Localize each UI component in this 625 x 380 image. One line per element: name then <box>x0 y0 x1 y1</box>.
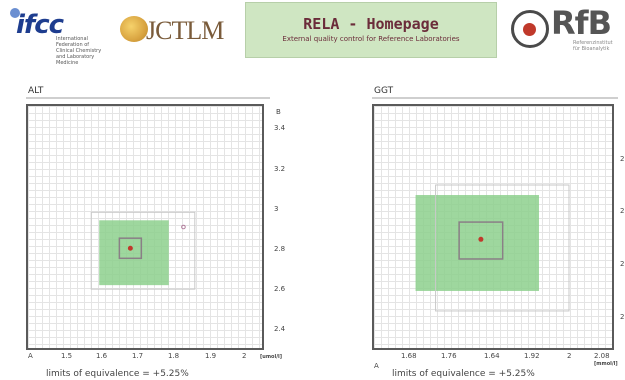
rela-title: RELA - Homepage <box>303 15 439 33</box>
alt-title-divider <box>26 97 270 99</box>
alt-x-tick: 1.8 <box>168 352 180 360</box>
jctlm-logo[interactable]: JCTLM <box>118 6 233 54</box>
jctlm-wordmark: JCTLM <box>146 16 224 45</box>
ggt-y-tick: 2 <box>620 207 625 215</box>
ggt-y-tick: 2 <box>620 313 625 321</box>
ifcc-logo[interactable]: ifcc International Federation of Clinica… <box>8 6 108 66</box>
ggt-x-tick: 2.08 <box>594 352 610 360</box>
header-banner: ifcc International Federation of Clinica… <box>0 0 625 66</box>
rfb-subtitle: Referenzinstitut für Bioanalytik <box>573 40 613 52</box>
ifcc-subtitle: International Federation of Clinical Che… <box>56 36 102 66</box>
alt-y-axis-label: B <box>276 108 281 116</box>
alt-inner-box <box>118 237 143 260</box>
ggt-chart-svg <box>415 184 570 312</box>
ggt-x-tick: 1.68 <box>401 352 417 360</box>
ggt-title-divider <box>372 97 618 99</box>
ggt-x-axis-label: A <box>374 362 379 370</box>
alt-y-tick: 2.6 <box>274 285 286 293</box>
alt-y-tick: 3 <box>274 205 279 213</box>
alt-x-tick: 1.9 <box>205 352 217 360</box>
alt-x-unit: [umol/l] <box>260 354 283 360</box>
rfb-dot-icon <box>523 23 536 36</box>
alt-outlier-marker <box>181 224 186 230</box>
alt-y-tick: 2.4 <box>274 325 286 333</box>
ggt-y-tick: 2 <box>620 260 625 268</box>
ggt-x-tick: 1.76 <box>441 352 457 360</box>
ifcc-wordmark: ifcc <box>16 10 64 40</box>
ggt-equivalence-region <box>415 195 539 291</box>
ggt-panel-title: GGT <box>374 86 394 96</box>
alt-x-axis-label: A <box>28 352 33 360</box>
ggt-target-point <box>478 236 484 242</box>
ggt-x-tick: 2 <box>567 352 572 360</box>
ggt-x-tick: 1.92 <box>524 352 540 360</box>
alt-outer-limit-box <box>90 211 196 290</box>
ggt-inner-box <box>458 221 504 260</box>
alt-y-tick: 3.4 <box>274 124 286 132</box>
alt-panel-title: ALT <box>28 86 44 96</box>
alt-x-tick: 1.7 <box>132 352 144 360</box>
rela-home-link[interactable]: RELA - Homepage External quality control… <box>245 2 497 58</box>
alt-target-point <box>127 245 133 251</box>
rfb-ring-icon <box>511 10 549 48</box>
alt-limits-of-equivalence: limits of equivalence = +5.25% <box>46 369 189 379</box>
ggt-outer-limit-box <box>435 184 570 312</box>
ggt-limits-of-equivalence: limits of equivalence = +5.25% <box>392 369 535 379</box>
globe-icon <box>10 8 20 18</box>
rela-subtitle: External quality control for Reference L… <box>282 35 460 43</box>
alt-y-tick: 3.2 <box>274 165 286 173</box>
alt-y-tick: 2.8 <box>274 245 286 253</box>
rfb-wordmark: RfB <box>551 4 612 42</box>
ggt-x-unit: [mmol/l] <box>594 361 618 367</box>
alt-chart-svg <box>90 211 196 290</box>
jctlm-swirl-icon <box>120 16 148 42</box>
ggt-x-tick: 1.64 <box>484 352 500 360</box>
rfb-logo[interactable]: RfB Referenzinstitut für Bioanalytik <box>505 4 620 54</box>
ggt-y-tick: 2 <box>620 155 625 163</box>
alt-x-tick: 1.6 <box>96 352 108 360</box>
alt-equivalence-region <box>99 220 169 286</box>
alt-x-tick: 2 <box>242 352 247 360</box>
alt-x-tick: 1.5 <box>61 352 73 360</box>
